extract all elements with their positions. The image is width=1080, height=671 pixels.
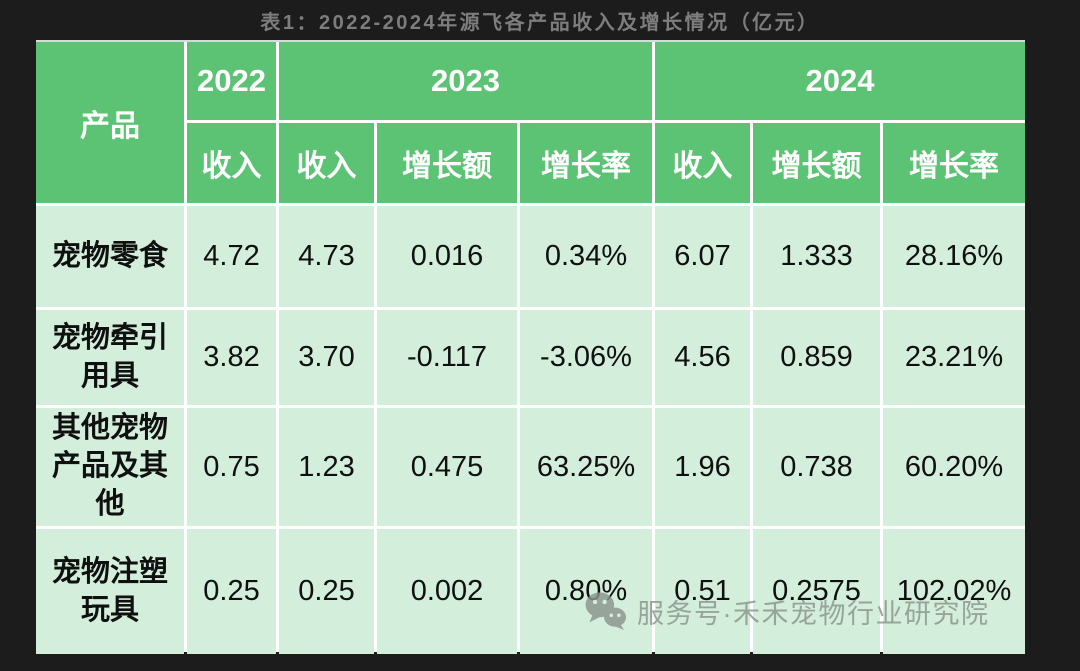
table-cell: 1.23 bbox=[279, 408, 374, 526]
col-header-2024-income: 收入 bbox=[655, 123, 750, 203]
table-cell: 60.20% bbox=[883, 408, 1025, 526]
col-header-2023-growth-amt: 增长额 bbox=[377, 123, 517, 203]
table-cell: 0.475 bbox=[377, 408, 517, 526]
watermark: 服务号·禾禾宠物行业研究院 bbox=[584, 590, 990, 632]
table-cell: 0.25 bbox=[187, 529, 276, 654]
col-header-2024-growth-amt: 增长额 bbox=[753, 123, 880, 203]
table-cell: 3.82 bbox=[187, 310, 276, 405]
table-cell: 0.738 bbox=[753, 408, 880, 526]
table-cell: 0.859 bbox=[753, 310, 880, 405]
year-group-2023: 2023 bbox=[279, 42, 652, 120]
row-product-name: 宠物注塑玩具 bbox=[36, 529, 184, 654]
table-cell: 23.21% bbox=[883, 310, 1025, 405]
table-cell: 4.73 bbox=[279, 206, 374, 307]
table-cell: 102.02% bbox=[883, 529, 1025, 654]
col-header-2024-growth-rate: 增长率 bbox=[883, 123, 1025, 203]
year-group-2022: 2022 bbox=[187, 42, 276, 120]
row-product-name: 宠物零食 bbox=[36, 206, 184, 307]
table-cell: 0.25 bbox=[279, 529, 374, 654]
row-product-name: 其他宠物产品及其他 bbox=[36, 408, 184, 526]
table-cell: 0.80% bbox=[520, 529, 652, 654]
table-cell: 0.51 bbox=[655, 529, 750, 654]
table-cell: 6.07 bbox=[655, 206, 750, 307]
table-cell: -0.117 bbox=[377, 310, 517, 405]
revenue-growth-table: 产品 2022 2023 2024 收入 收入 增长额 增长率 收入 增长额 增… bbox=[36, 40, 1025, 654]
year-group-2024: 2024 bbox=[655, 42, 1025, 120]
col-header-2023-income: 收入 bbox=[279, 123, 374, 203]
table-cell: 28.16% bbox=[883, 206, 1025, 307]
table-cell: 3.70 bbox=[279, 310, 374, 405]
table-cell: -3.06% bbox=[520, 310, 652, 405]
col-header-product: 产品 bbox=[36, 42, 184, 203]
table-cell: 1.333 bbox=[753, 206, 880, 307]
table-cell: 63.25% bbox=[520, 408, 652, 526]
wechat-icon bbox=[584, 591, 628, 631]
table-cell: 0.002 bbox=[377, 529, 517, 654]
col-header-2023-growth-rate: 增长率 bbox=[520, 123, 652, 203]
table-title: 表1：2022-2024年源飞各产品收入及增长情况（亿元） bbox=[260, 11, 820, 34]
row-product-name: 宠物牵引用具 bbox=[36, 310, 184, 405]
col-header-2022-income: 收入 bbox=[187, 123, 276, 203]
table-cell: 4.56 bbox=[655, 310, 750, 405]
table-cell: 1.96 bbox=[655, 408, 750, 526]
table-cell: 0.34% bbox=[520, 206, 652, 307]
watermark-text: 服务号·禾禾宠物行业研究院 bbox=[637, 598, 990, 629]
table-cell: 0.75 bbox=[187, 408, 276, 526]
table-cell: 0.016 bbox=[377, 206, 517, 307]
table-cell: 4.72 bbox=[187, 206, 276, 307]
table-cell: 0.2575 bbox=[753, 529, 880, 654]
